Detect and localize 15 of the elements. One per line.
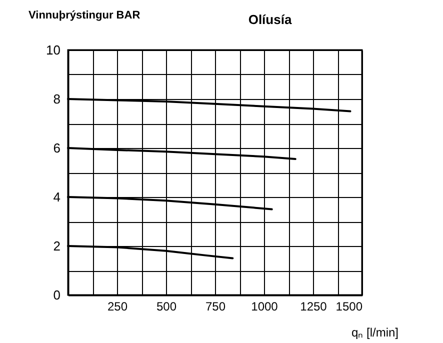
x-tick-label: 500 xyxy=(156,300,177,314)
x-tick-label: 1500 xyxy=(336,300,363,314)
x-tick-label: 250 xyxy=(107,300,128,314)
y-axis-title: Vinnuþrýstingur BAR xyxy=(28,10,140,22)
y-tick-label: 0 xyxy=(53,288,60,302)
y-tick-label: 8 xyxy=(53,92,60,106)
y-tick-label: 10 xyxy=(46,42,60,58)
y-tick-label: 2 xyxy=(53,238,60,254)
y-tick-label: 4 xyxy=(53,190,60,204)
chart-title: Olíusía xyxy=(248,12,292,27)
x-tick-label: 1250 xyxy=(300,300,328,314)
x-tick-label: 750 xyxy=(205,300,226,314)
x-tick-label: 1000 xyxy=(251,300,278,314)
y-tick-label: 6 xyxy=(53,140,60,156)
x-axis-title: qₙ [l/min] xyxy=(351,326,398,340)
